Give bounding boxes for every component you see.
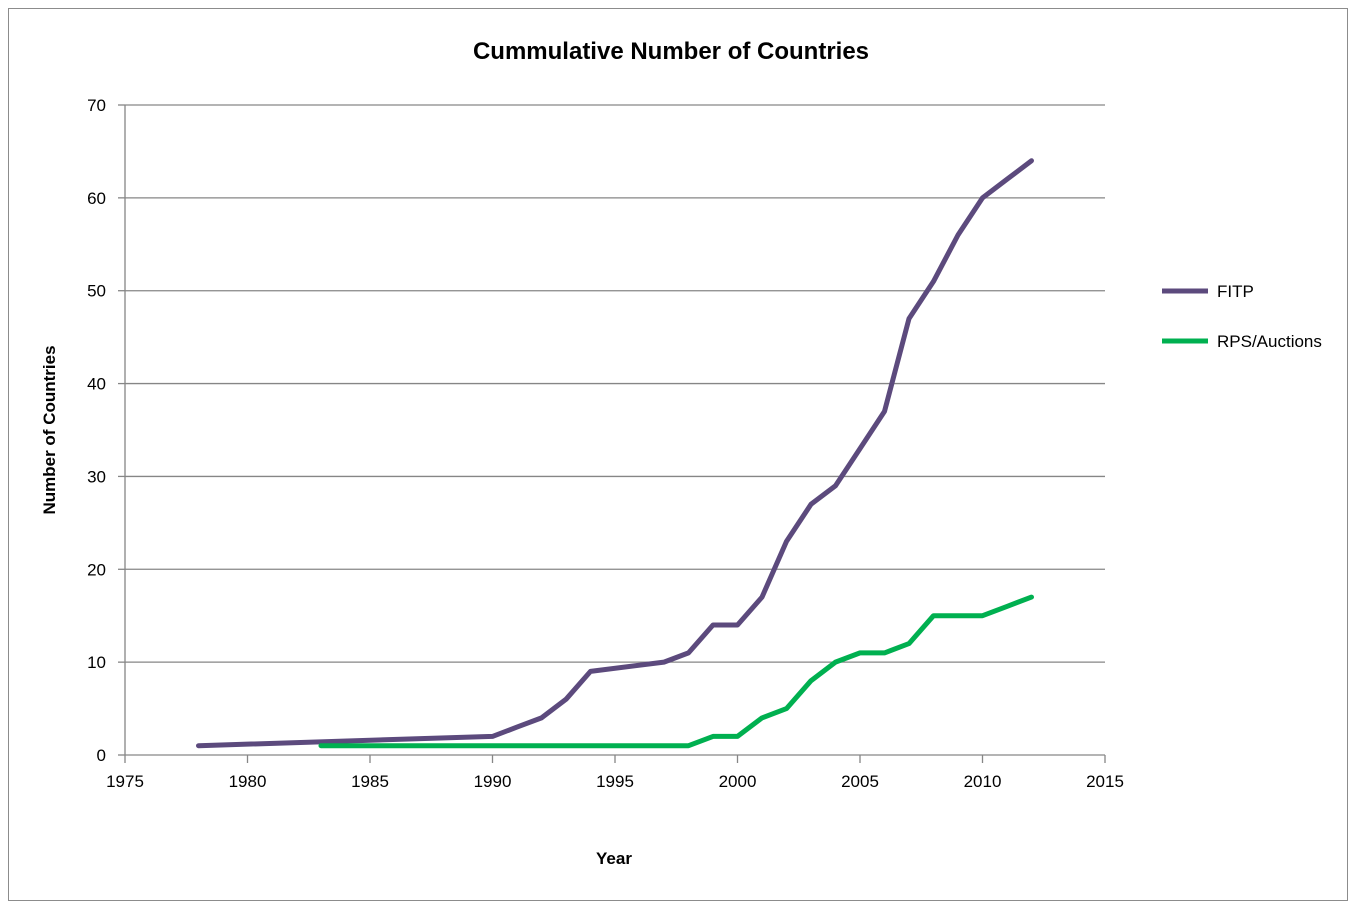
x-tick-label: 1975	[106, 772, 144, 791]
x-axis-ticks: 1975 1980 1985 1990 1995 2000 2005 2010 2015	[106, 755, 1124, 791]
y-tick-label: 0	[97, 746, 106, 765]
chart-title: Cummulative Number of Countries	[473, 38, 869, 65]
y-axis-ticks: 0 10 20 30 40 50 60 70	[87, 96, 125, 765]
gridlines	[125, 104, 1105, 663]
axes	[124, 105, 1105, 756]
y-tick-label: 60	[87, 189, 106, 208]
x-tick-label: 2000	[719, 772, 757, 791]
x-axis-label: Year	[596, 849, 632, 868]
x-tick-label: 1990	[474, 772, 512, 791]
y-tick-label: 20	[87, 560, 106, 579]
x-tick-label: 2010	[964, 772, 1002, 791]
y-tick-label: 70	[87, 96, 106, 115]
x-tick-label: 2015	[1086, 772, 1124, 791]
series-line-rps-auctions	[318, 594, 1034, 749]
x-tick-label: 1985	[351, 772, 389, 791]
legend: FITP RPS/Auctions	[1162, 282, 1322, 351]
y-tick-label: 40	[87, 375, 106, 394]
y-tick-label: 10	[87, 653, 106, 672]
series-line-fitp	[196, 158, 1034, 749]
y-tick-label: 30	[87, 467, 106, 486]
y-tick-label: 50	[87, 282, 106, 301]
x-tick-label: 1995	[596, 772, 634, 791]
legend-label: RPS/Auctions	[1217, 332, 1322, 351]
series-lines	[196, 158, 1034, 749]
x-tick-label: 1980	[229, 772, 267, 791]
legend-label: FITP	[1217, 282, 1254, 301]
chart-frame	[8, 8, 1348, 901]
x-tick-label: 2005	[841, 772, 879, 791]
y-axis-label: Number of Countries	[40, 345, 59, 514]
